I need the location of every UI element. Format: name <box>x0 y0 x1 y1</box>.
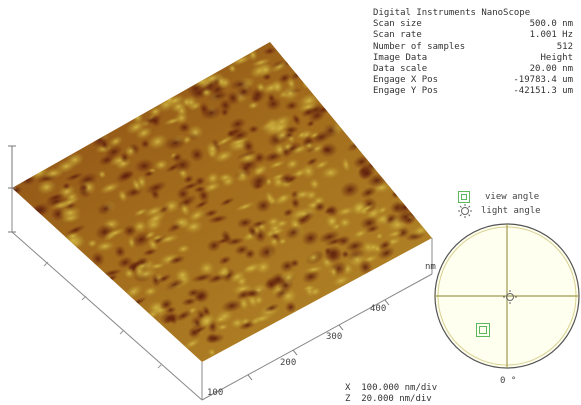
view-angle-legend-item: view angle <box>457 190 541 204</box>
info-row-label: Image Data <box>373 52 428 63</box>
surface-frame <box>11 188 433 401</box>
info-row-value: 500.0 nm <box>529 19 573 30</box>
light-angle-icon <box>458 204 472 218</box>
z-scale-prefix: Z <box>345 394 351 404</box>
light-angle-legend-item: light angle <box>457 204 541 218</box>
instrument-title: Digital Instruments NanoScope <box>373 8 531 18</box>
info-row: Engage X Pos -19783.4 um <box>373 75 573 86</box>
info-row-value: 20.00 nm <box>529 64 573 75</box>
info-row-value: -42151.3 um <box>513 86 573 97</box>
x-scale-value: 100.000 nm/div <box>361 383 438 393</box>
z-axis-ticks <box>8 145 16 233</box>
info-row-value: Height <box>540 52 573 63</box>
info-row-value: 1.001 Hz <box>529 30 573 41</box>
axis-unit-label: nm <box>425 262 436 272</box>
x-scale-prefix: X <box>345 383 351 393</box>
view-angle-icon <box>458 191 470 203</box>
view-angle-label: view angle <box>485 192 540 202</box>
info-row-label: Engage X Pos <box>373 75 439 86</box>
info-row: Scan size 500.0 nm <box>373 19 573 30</box>
x-tick-label: 200 <box>280 358 297 368</box>
info-row-value: 512 <box>556 41 573 52</box>
scan-info-panel: Digital Instruments NanoScope Scan size 5… <box>373 8 573 98</box>
info-row: Data scale 20.00 nm <box>373 64 573 75</box>
z-scale-readout: Z 20.000 nm/div <box>345 394 432 404</box>
info-row: Scan rate 1.001 Hz <box>373 30 573 41</box>
z-scale-value: 20.000 nm/div <box>361 394 432 404</box>
info-row-label: Scan size <box>373 19 422 30</box>
light-angle-label: light angle <box>481 206 541 216</box>
angle-dial[interactable] <box>434 218 580 378</box>
angle-legend: view angle light angle <box>457 190 541 218</box>
dial-zero-label: 0 ° <box>500 376 517 386</box>
y-axis-ticks <box>43 261 163 369</box>
x-tick-label: 300 <box>326 332 343 342</box>
info-row-value: -19783.4 um <box>513 75 573 86</box>
x-axis-ticks <box>247 299 390 381</box>
x-tick-label: 400 <box>370 304 387 314</box>
x-tick-label: 100 <box>207 388 224 398</box>
info-row-label: Scan rate <box>373 30 422 41</box>
info-row-label: Number of samples <box>373 41 466 52</box>
info-row: Image Data Height <box>373 53 573 64</box>
info-row: Number of samples 512 <box>373 42 573 53</box>
info-row-label: Engage Y Pos <box>373 86 439 97</box>
info-row: Engage Y Pos -42151.3 um <box>373 86 573 97</box>
light-angle-marker[interactable] <box>503 290 517 304</box>
info-row-label: Data scale <box>373 64 428 75</box>
x-scale-readout: X 100.000 nm/div <box>345 383 437 393</box>
view-angle-marker[interactable] <box>476 323 490 337</box>
